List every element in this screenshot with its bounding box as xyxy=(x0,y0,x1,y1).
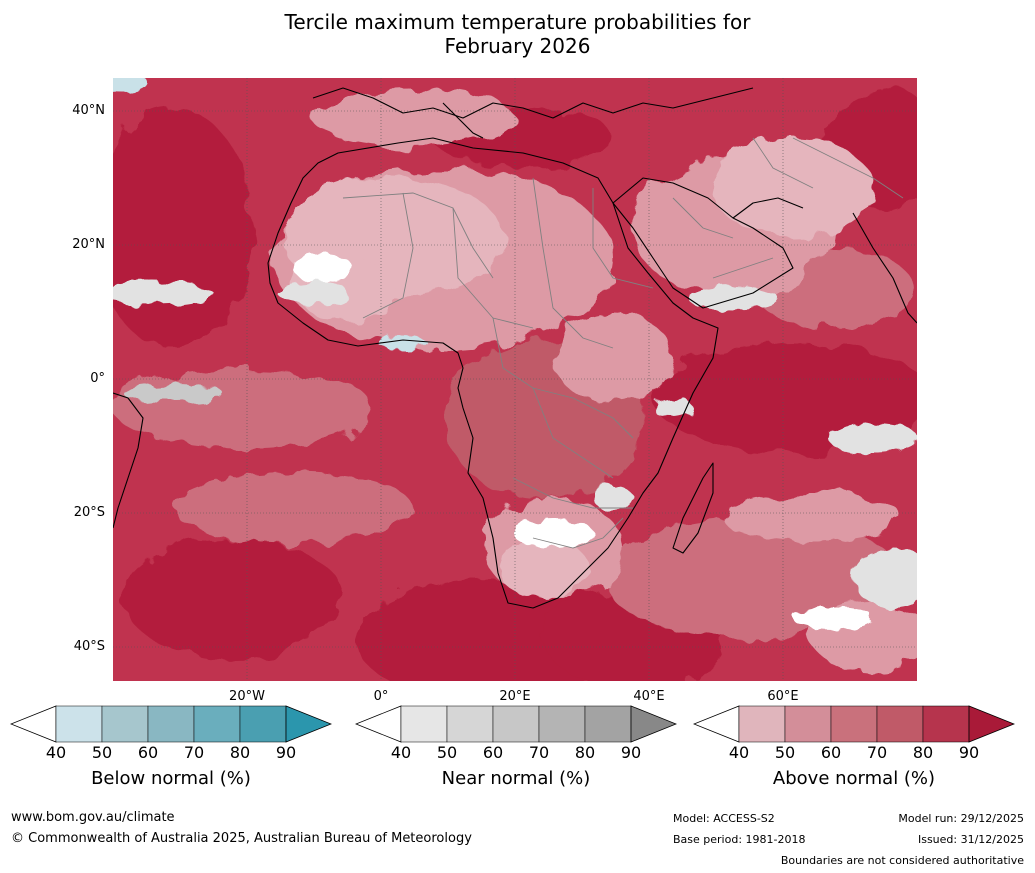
base-period-text: Base period: 1981-2018 xyxy=(673,833,806,846)
model-text: Model: ACCESS-S2 xyxy=(673,812,775,825)
probability-shading xyxy=(113,88,917,681)
lat-label-20n: 20°N xyxy=(72,237,105,252)
lon-label-0: 0° xyxy=(373,689,389,704)
below-swatch-40 xyxy=(55,705,103,743)
disclaimer-text: Boundaries are not considered authoritat… xyxy=(780,854,1024,867)
copyright-text: © Commonwealth of Australia 2025, Austra… xyxy=(11,831,472,846)
below-tick: 40 xyxy=(45,743,67,762)
below-extend-high xyxy=(285,705,333,743)
model-run-text: Model run: 29/12/2025 xyxy=(898,812,1024,825)
near-swatch-60 xyxy=(492,705,540,743)
near-swatch-70 xyxy=(538,705,586,743)
lat-label-equator: 0° xyxy=(90,371,105,386)
above-swatch-70 xyxy=(876,705,924,743)
below-swatch-80 xyxy=(239,705,287,743)
above-extend-low xyxy=(692,705,740,743)
lat-label-40n: 40°N xyxy=(72,103,105,118)
near-tick: 40 xyxy=(390,743,412,762)
probability-map xyxy=(113,78,917,681)
above-tick: 60 xyxy=(820,743,842,762)
issued-text: Issued: 31/12/2025 xyxy=(917,833,1024,846)
below-tick: 90 xyxy=(275,743,297,762)
title-line-1: Tercile maximum temperature probabilitie… xyxy=(284,10,751,34)
above-tick: 50 xyxy=(774,743,796,762)
map-canvas xyxy=(113,78,917,681)
near-swatch-50 xyxy=(446,705,494,743)
below-extend-low xyxy=(9,705,57,743)
below-swatch-50 xyxy=(101,705,149,743)
near-extend-high xyxy=(630,705,678,743)
below-swatch-60 xyxy=(147,705,195,743)
above-label: Above normal (%) xyxy=(772,768,936,789)
below-tick: 70 xyxy=(183,743,205,762)
below-tick: 50 xyxy=(91,743,113,762)
above-tick: 40 xyxy=(728,743,750,762)
below-tick: 60 xyxy=(137,743,159,762)
near-swatch-80 xyxy=(584,705,632,743)
chart-title: Tercile maximum temperature probabilitie… xyxy=(0,10,1035,58)
lon-label-60e: 60°E xyxy=(767,689,799,704)
colorbar-above xyxy=(692,705,1016,747)
above-extend-high xyxy=(968,705,1016,743)
above-swatch-60 xyxy=(830,705,878,743)
website-link[interactable]: www.bom.gov.au/climate xyxy=(11,810,175,825)
below-tick: 80 xyxy=(229,743,251,762)
lat-label-20s: 20°S xyxy=(73,505,105,520)
lon-label-20e: 20°E xyxy=(499,689,531,704)
lon-label-20w: 20°W xyxy=(229,689,265,704)
above-tick: 70 xyxy=(866,743,888,762)
above-tick: 80 xyxy=(912,743,934,762)
near-swatch-40 xyxy=(400,705,448,743)
coastlines xyxy=(113,87,917,609)
country-borders xyxy=(342,137,904,549)
near-tick: 80 xyxy=(574,743,596,762)
colorbar-below xyxy=(9,705,333,747)
near-normal-patches xyxy=(113,78,917,630)
near-extend-low xyxy=(354,705,402,743)
near-label: Near normal (%) xyxy=(441,768,591,789)
near-tick: 70 xyxy=(528,743,550,762)
near-tick: 50 xyxy=(436,743,458,762)
above-swatch-50 xyxy=(784,705,832,743)
lon-label-40e: 40°E xyxy=(633,689,665,704)
graticule xyxy=(113,78,917,681)
below-label: Below normal (%) xyxy=(91,768,251,789)
above-swatch-40 xyxy=(738,705,786,743)
near-tick: 60 xyxy=(482,743,504,762)
above-swatch-80 xyxy=(922,705,970,743)
lat-label-40s: 40°S xyxy=(73,639,105,654)
above-tick: 90 xyxy=(958,743,980,762)
title-line-2: February 2026 xyxy=(444,34,591,58)
colorbar-near xyxy=(354,705,678,747)
near-tick: 90 xyxy=(620,743,642,762)
below-swatch-70 xyxy=(193,705,241,743)
